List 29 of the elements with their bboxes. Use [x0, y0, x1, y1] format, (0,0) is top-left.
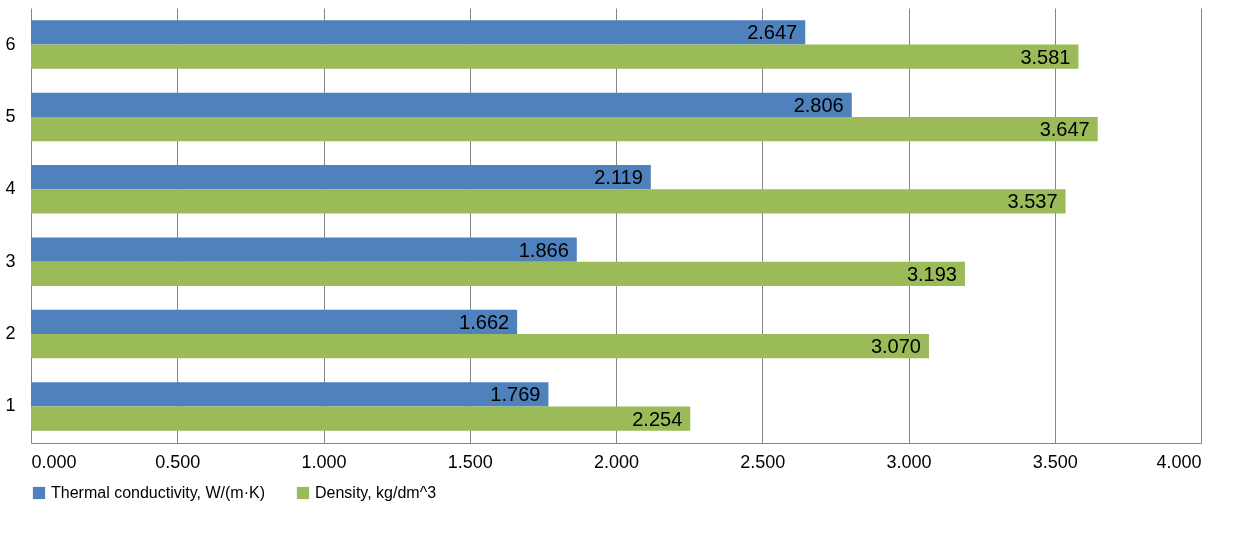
- legend-label: Thermal conductivity, W/(m·K): [51, 484, 265, 501]
- y-tick-label: 1: [5, 395, 16, 416]
- x-tick-label: 3.000: [886, 451, 932, 472]
- data-label: 2.806: [793, 93, 844, 116]
- y-tick-label: 2: [5, 323, 16, 344]
- legend-label: Density, kg/dm^3: [315, 484, 437, 501]
- x-tick-label: 1.000: [301, 451, 347, 472]
- x-tick-label: 2.500: [740, 451, 786, 472]
- x-tick-label: 0.500: [155, 451, 201, 472]
- data-label: 3.581: [1020, 45, 1071, 68]
- y-tick-label: 3: [5, 250, 16, 271]
- data-label: 2.254: [632, 407, 683, 430]
- data-label: 3.193: [906, 262, 957, 285]
- data-label: 1.866: [518, 238, 569, 261]
- data-label: 2.647: [747, 21, 798, 44]
- y-tick-label: 5: [5, 105, 16, 126]
- x-tick-label: 1.500: [447, 451, 493, 472]
- data-label: 3.070: [870, 335, 921, 358]
- x-tick-label: 4.000: [1156, 451, 1202, 472]
- x-tick-label: 0.000: [31, 451, 77, 472]
- y-tick-label: 4: [5, 178, 16, 199]
- data-label: 3.537: [1007, 190, 1058, 213]
- data-label: 1.662: [459, 310, 510, 333]
- data-label: 1.769: [490, 383, 541, 406]
- x-tick-label: 2.000: [593, 451, 640, 472]
- data-label: 2.119: [594, 166, 643, 189]
- x-tick-label: 3.500: [1032, 451, 1078, 472]
- data-label: 3.647: [1039, 118, 1090, 141]
- y-tick-label: 6: [5, 33, 16, 54]
